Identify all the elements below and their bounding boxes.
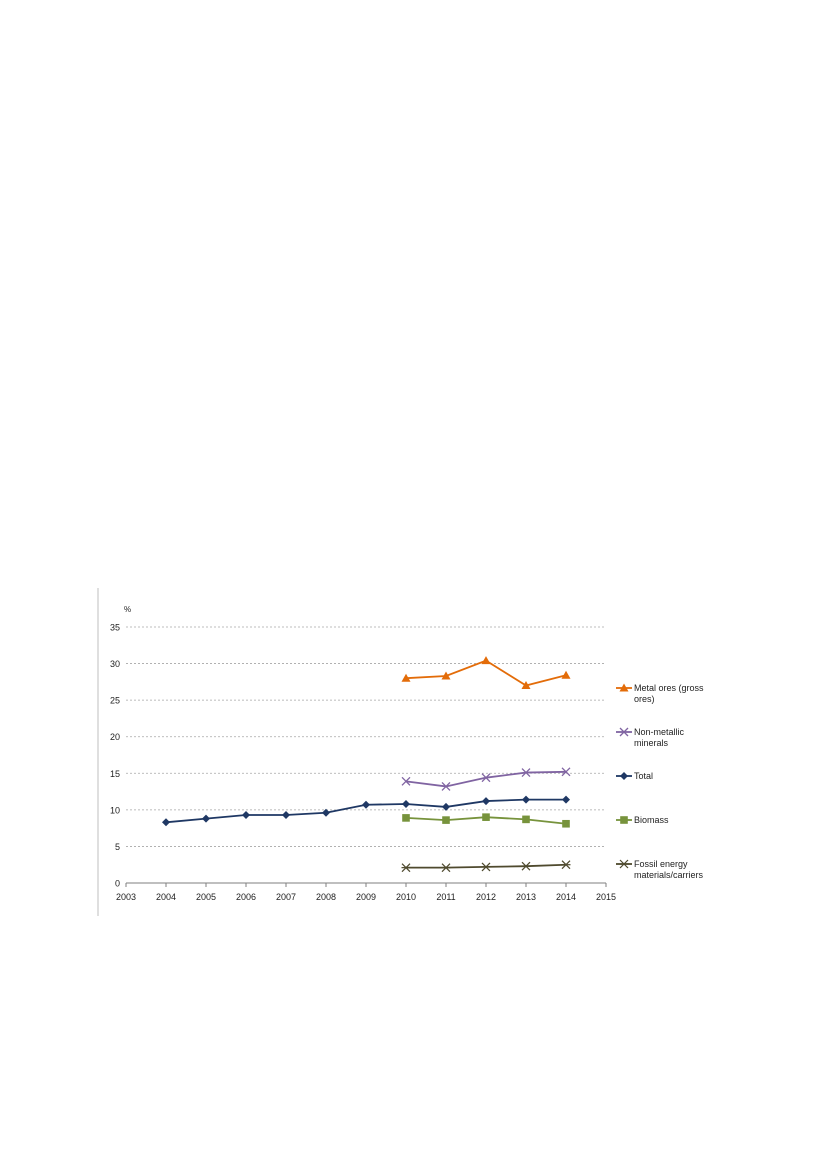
- data-point: [402, 814, 410, 822]
- data-point: [561, 670, 571, 679]
- y-tick-label: 25: [110, 696, 120, 706]
- x-tick-label: 2006: [236, 892, 256, 902]
- legend-marker: [620, 772, 628, 780]
- data-point: [441, 781, 451, 791]
- legend-label: Total: [634, 771, 653, 781]
- y-axis-unit-label: %: [124, 605, 131, 614]
- x-tick-label: 2013: [516, 892, 536, 902]
- data-point: [522, 795, 530, 804]
- y-tick-label: 20: [110, 732, 120, 742]
- data-point: [482, 797, 490, 806]
- data-point: [561, 860, 571, 870]
- series-line: [405, 659, 567, 687]
- series-non-metallic-minerals: [401, 767, 571, 791]
- data-point: [441, 863, 451, 873]
- x-tick-label: 2007: [276, 892, 296, 902]
- y-tick-label: 5: [115, 842, 120, 852]
- x-tick-label: 2005: [196, 892, 216, 902]
- y-tick-label: 10: [110, 805, 120, 815]
- data-point: [401, 863, 411, 873]
- data-point: [202, 814, 210, 823]
- x-tick-label: 2009: [356, 892, 376, 902]
- data-point: [561, 767, 571, 777]
- data-point: [481, 773, 491, 783]
- x-tick-label: 2015: [596, 892, 616, 902]
- legend-entry: Metal ores (gross ores): [616, 683, 704, 704]
- y-tick-label: 30: [110, 659, 120, 669]
- data-point: [562, 795, 570, 804]
- x-tick-label: 2010: [396, 892, 416, 902]
- legend-label: Fossil energy materials/carriers: [634, 859, 704, 880]
- data-point: [282, 810, 290, 819]
- legend-label: Biomass: [634, 815, 669, 825]
- x-tick-label: 2008: [316, 892, 336, 902]
- series-fossil-energy-materials-carriers: [401, 860, 571, 873]
- x-tick-label: 2004: [156, 892, 176, 902]
- x-tick-label: 2011: [436, 892, 455, 902]
- series-metal-ores-gross-ores: [401, 656, 571, 690]
- x-tick-label: 2012: [476, 892, 496, 902]
- legend-marker: [620, 816, 628, 824]
- x-tick-label: 2014: [556, 892, 576, 902]
- data-point: [522, 815, 530, 824]
- series-lines: [162, 656, 571, 873]
- y-tick-label: 35: [110, 623, 120, 633]
- data-point: [442, 816, 450, 824]
- legend-entry: Total: [616, 771, 653, 781]
- data-point: [362, 800, 370, 809]
- data-point: [481, 656, 491, 665]
- legend-entry: Fossil energy materials/carriers: [616, 859, 704, 880]
- data-point: [441, 671, 451, 680]
- data-point: [402, 800, 410, 809]
- series-total: [162, 795, 570, 827]
- data-point: [442, 802, 450, 811]
- y-tick-label: 15: [110, 769, 120, 779]
- legend-entry: Non-metallic minerals: [616, 727, 685, 748]
- data-point: [322, 808, 330, 817]
- legend-marker: [619, 727, 629, 737]
- data-point: [481, 862, 491, 872]
- x-tick-label: 2003: [116, 892, 136, 902]
- legend: Metal ores (gross ores) Non-metallic minera…: [616, 683, 704, 880]
- axes: [125, 882, 607, 887]
- data-point: [521, 768, 531, 778]
- legend-marker: [619, 859, 629, 869]
- legend-entry: Biomass: [616, 815, 669, 825]
- x-tick-labels: 2003 2004 2005 2006 2007 2008 2009 2010 2011 2012…: [116, 892, 616, 902]
- legend-label: Metal ores (gross ores): [634, 683, 704, 704]
- data-point: [521, 681, 531, 690]
- data-point: [482, 813, 490, 821]
- data-point: [162, 818, 170, 827]
- legend-label: Non-metallic minerals: [634, 727, 685, 748]
- data-point: [401, 776, 411, 786]
- y-tick-label: 0: [115, 879, 120, 889]
- data-point: [521, 861, 531, 871]
- series-line: [405, 770, 567, 788]
- y-tick-labels: 0 5 10 15 20 25 30 35: [110, 623, 120, 889]
- data-point: [242, 810, 250, 819]
- data-point: [401, 673, 411, 682]
- gridlines: [126, 626, 606, 847]
- legend-marker: [619, 683, 629, 692]
- series-biomass: [402, 813, 570, 828]
- data-point: [562, 819, 570, 828]
